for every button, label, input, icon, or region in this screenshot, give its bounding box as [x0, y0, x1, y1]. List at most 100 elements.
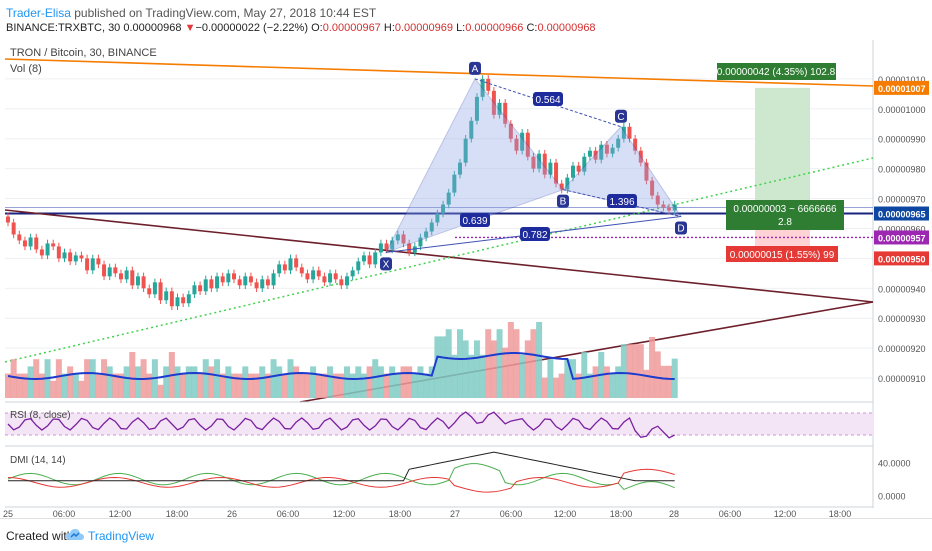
price-tag — [874, 251, 929, 266]
created-with-label: Created with — [6, 529, 74, 543]
candle-body — [56, 246, 61, 259]
candle-body — [503, 102, 508, 124]
volume-bar — [654, 351, 661, 398]
volume-bar — [558, 373, 565, 398]
pattern-point-label: B — [560, 197, 567, 208]
publish-line: Trader-Elisa published on TradingView.co… — [6, 6, 376, 20]
candle-body — [209, 279, 214, 289]
volume-bar — [541, 377, 548, 398]
x-tick-label: 12:00 — [109, 509, 132, 518]
candle-body — [650, 180, 655, 196]
ratio-badge — [533, 92, 563, 106]
entry-label-2: 2.8 — [778, 217, 792, 228]
pattern-point-b: B — [557, 194, 569, 208]
candle-body — [186, 294, 191, 304]
candle-body — [361, 255, 366, 262]
price-pane[interactable]: 0.00001010 0.00001000 0.00000990 0.00000980… — [4, 40, 929, 508]
x-tick-label: 06:00 — [719, 509, 742, 518]
candle-body — [435, 213, 440, 223]
volume-bar — [468, 354, 475, 398]
candle-body — [271, 273, 276, 286]
candle-body — [525, 132, 530, 157]
volume-bar — [581, 352, 588, 398]
volume-bar — [163, 366, 170, 398]
candle-body — [51, 243, 56, 247]
candle-body — [350, 270, 355, 277]
candle-body — [644, 162, 649, 181]
candle-body — [582, 156, 587, 172]
rsi-line — [7, 411, 675, 439]
y-tick-label: 0.00000990 — [878, 135, 926, 145]
volume-bar — [355, 366, 362, 398]
candle-body — [429, 222, 434, 232]
volume-bar — [146, 373, 153, 398]
close-value: 0.00000968 — [537, 22, 596, 34]
volume-bar — [377, 366, 384, 398]
tradingview-cloud-icon[interactable] — [66, 528, 84, 542]
candle-body — [203, 279, 208, 292]
volume-bar — [276, 366, 283, 398]
candle-body — [458, 162, 462, 175]
close-label: C: — [526, 22, 538, 34]
candle-body — [548, 162, 553, 175]
volume-bar — [106, 366, 113, 398]
candle-body — [294, 258, 299, 268]
candle-body — [633, 138, 638, 151]
candle-body — [135, 276, 140, 286]
candle-body — [610, 147, 615, 154]
candle-body — [130, 270, 135, 286]
volume-bar — [101, 359, 108, 398]
volume-bar — [118, 373, 124, 398]
volume-bar — [603, 366, 610, 398]
volume-bar — [264, 373, 271, 398]
volume-bar — [417, 366, 424, 398]
pattern-point-badge — [469, 61, 481, 75]
candle-body — [96, 258, 101, 265]
volume-bar — [5, 373, 11, 398]
dmi-adx-line — [8, 451, 675, 482]
volume-bar — [586, 373, 593, 398]
candle-body — [102, 264, 107, 277]
price-chart[interactable]: 0.00001010 0.00001000 0.00000990 0.00000980… — [0, 40, 932, 518]
volume-bar — [10, 359, 17, 398]
candle-body — [158, 282, 163, 301]
footer: Created with TradingView — [0, 518, 932, 551]
volume-bar — [134, 366, 141, 398]
time-axis[interactable]: 25 06:00 12:00 18:00 26 06:00 12:00 18:00 27 06:0… — [3, 509, 851, 518]
volume-bar — [208, 366, 215, 398]
green-dotted-trendline — [4, 157, 874, 363]
x-tick-label: 12:00 — [333, 509, 356, 518]
rsi-band — [5, 413, 873, 435]
volume-bar — [372, 359, 379, 398]
volume-bar — [615, 366, 622, 398]
orange-trendline — [4, 58, 874, 87]
ratio-badge — [520, 227, 550, 241]
candle-body — [215, 276, 220, 289]
volume-bar — [485, 329, 492, 398]
entry-label-1: 0.00000003 ~ 6666666 — [733, 204, 837, 215]
volume-bar — [547, 359, 554, 398]
open-label: O: — [311, 22, 323, 34]
y-tick-label: 0.00000980 — [878, 165, 926, 175]
volume-bar — [310, 366, 317, 398]
candle-body — [469, 120, 474, 139]
volume-bar — [129, 352, 136, 398]
candle-body — [452, 174, 457, 193]
dmi-pane[interactable]: DMI (14, 14) 40.0000 0.0000 — [5, 451, 911, 508]
candle-body — [254, 282, 259, 289]
x-tick-label: 12:00 — [774, 509, 797, 518]
candle-body — [243, 276, 248, 286]
candle-body — [68, 252, 73, 262]
candle-body — [226, 273, 231, 283]
tradingview-brand[interactable]: TradingView — [88, 529, 155, 543]
author-link[interactable]: Trader-Elisa — [6, 6, 71, 20]
candle-body — [192, 285, 197, 295]
candle-body — [73, 255, 78, 262]
dmi-tick-label: 40.0000 — [878, 459, 911, 469]
volume-bar — [247, 373, 254, 398]
volume-bar — [536, 322, 543, 398]
volume-bar — [225, 366, 232, 398]
rsi-pane[interactable]: RSI (8, close) — [5, 410, 873, 447]
candle-body — [119, 273, 123, 280]
volume-bar — [490, 340, 497, 398]
